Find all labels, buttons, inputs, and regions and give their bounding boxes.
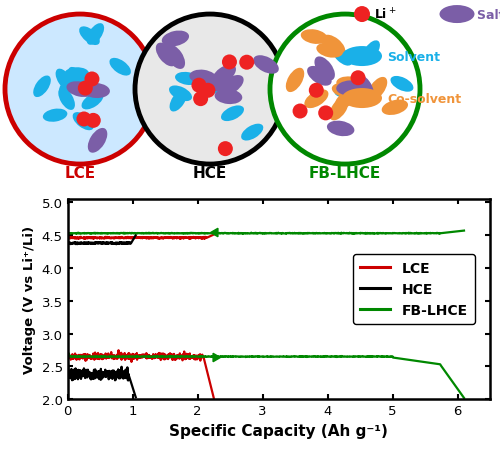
Ellipse shape [175,73,200,86]
Ellipse shape [253,56,279,74]
Circle shape [350,71,366,86]
Ellipse shape [221,106,244,122]
Ellipse shape [440,6,474,24]
Ellipse shape [72,113,94,131]
Ellipse shape [79,27,100,46]
Text: Co-solvent: Co-solvent [387,92,461,105]
Ellipse shape [332,84,358,99]
Ellipse shape [156,44,176,67]
Ellipse shape [82,93,104,110]
Ellipse shape [209,76,236,92]
Ellipse shape [336,77,363,92]
Ellipse shape [316,44,343,59]
Text: LCE: LCE [64,165,96,180]
Ellipse shape [43,109,68,123]
Ellipse shape [304,90,328,109]
Ellipse shape [307,67,332,86]
Ellipse shape [212,65,236,86]
Ellipse shape [66,82,94,98]
Ellipse shape [58,89,75,111]
Ellipse shape [59,78,82,94]
Ellipse shape [162,32,189,47]
Circle shape [270,15,420,165]
Ellipse shape [86,24,104,46]
Text: Li$^+$: Li$^+$ [374,7,396,22]
Y-axis label: Voltage (V vs Li⁺/Li): Voltage (V vs Li⁺/Li) [23,225,36,374]
Ellipse shape [220,76,244,96]
Circle shape [354,7,370,23]
Ellipse shape [82,84,110,99]
Ellipse shape [334,90,357,110]
Circle shape [76,112,92,127]
Ellipse shape [56,69,73,91]
Text: Solvent: Solvent [387,50,440,63]
Ellipse shape [327,121,354,137]
X-axis label: Specific Capacity (Ah g⁻¹): Specific Capacity (Ah g⁻¹) [170,423,388,438]
Ellipse shape [68,68,85,90]
Circle shape [193,92,208,107]
Ellipse shape [342,47,382,67]
Ellipse shape [33,76,51,98]
Ellipse shape [390,77,413,93]
Ellipse shape [64,68,89,81]
Ellipse shape [368,78,387,101]
Circle shape [222,55,237,70]
Ellipse shape [336,81,364,96]
Circle shape [200,84,216,99]
Circle shape [292,104,308,119]
Circle shape [84,73,100,87]
Ellipse shape [286,68,304,93]
Text: Salt anion: Salt anion [477,9,500,22]
Ellipse shape [334,84,359,98]
Ellipse shape [110,59,131,76]
Circle shape [240,56,254,71]
Ellipse shape [190,70,217,86]
Ellipse shape [198,82,222,96]
Circle shape [86,114,101,129]
Circle shape [218,142,233,157]
Ellipse shape [88,129,108,153]
Ellipse shape [165,45,185,70]
Circle shape [5,15,155,165]
Ellipse shape [64,75,88,89]
Text: FB-LHCE: FB-LHCE [309,165,381,180]
Circle shape [309,84,324,99]
Circle shape [318,106,333,121]
Legend: LCE, HCE, FB-LHCE: LCE, HCE, FB-LHCE [353,255,474,325]
Ellipse shape [314,57,335,81]
Circle shape [78,81,93,96]
Text: HCE: HCE [193,165,227,180]
Ellipse shape [382,101,408,116]
Ellipse shape [330,97,348,121]
Ellipse shape [322,36,345,56]
Ellipse shape [342,89,382,109]
Ellipse shape [241,124,264,141]
Ellipse shape [170,90,187,112]
Circle shape [192,78,206,94]
Circle shape [135,15,285,165]
Ellipse shape [301,30,328,45]
Ellipse shape [354,74,374,99]
Ellipse shape [362,41,380,63]
Ellipse shape [214,90,242,105]
Ellipse shape [169,86,192,102]
Ellipse shape [332,47,352,67]
